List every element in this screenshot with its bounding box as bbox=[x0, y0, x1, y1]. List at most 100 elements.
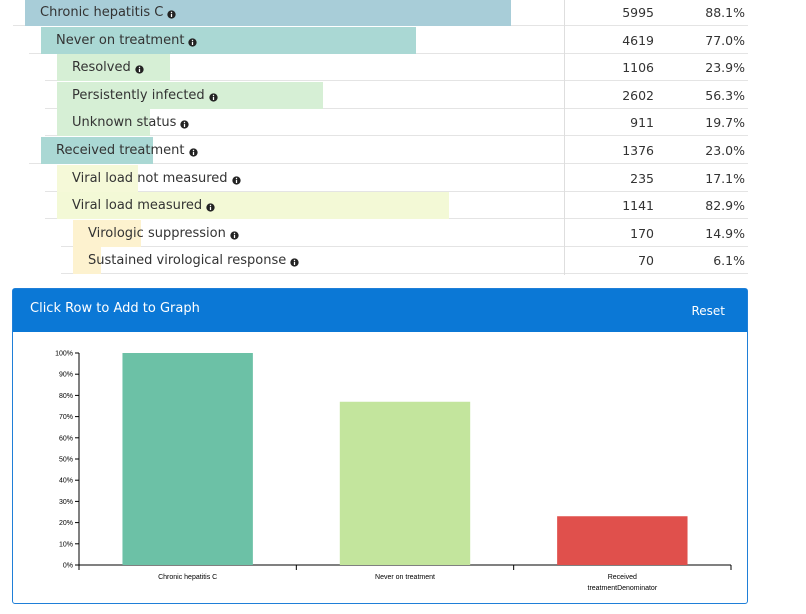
row-proportion-bar bbox=[73, 219, 142, 247]
info-circle-icon[interactable] bbox=[206, 195, 215, 212]
row-label: Viral load measured bbox=[72, 192, 215, 219]
info-circle-icon[interactable] bbox=[188, 140, 198, 157]
row-count: 70 bbox=[638, 253, 654, 269]
row-count: 1376 bbox=[622, 143, 654, 158]
info-circle-icon[interactable] bbox=[230, 223, 239, 240]
y-tick-label: 40% bbox=[59, 478, 73, 485]
table-row[interactable]: Viral load measured 1141 82.9% bbox=[0, 192, 806, 220]
row-label-text: Received treatment bbox=[56, 143, 185, 158]
reset-button[interactable]: Reset bbox=[691, 304, 725, 318]
bar-3 bbox=[557, 516, 688, 565]
table-row[interactable]: Virologic suppression 170 14.9% bbox=[0, 219, 806, 247]
row-label: Chronic hepatitis C bbox=[40, 0, 176, 26]
row-proportion-bar bbox=[41, 26, 417, 54]
row-percent: 17.1% bbox=[705, 170, 745, 186]
row-percent: 6.1% bbox=[713, 253, 745, 269]
row-label-text: Viral load not measured bbox=[72, 170, 228, 186]
table-row[interactable]: Unknown status 911 19.7% bbox=[0, 109, 806, 137]
y-tick-label: 10% bbox=[59, 541, 73, 548]
row-divider bbox=[45, 135, 748, 137]
info-circle-icon[interactable] bbox=[135, 57, 144, 74]
row-divider bbox=[45, 107, 748, 109]
row-percent: 88.1% bbox=[705, 5, 745, 20]
bar-1 bbox=[122, 353, 253, 565]
row-proportion-bar bbox=[73, 247, 101, 275]
info-circle-icon[interactable] bbox=[167, 2, 176, 19]
table-row[interactable]: Received treatment 1376 23.0% bbox=[0, 137, 806, 164]
row-count: 911 bbox=[630, 115, 654, 131]
row-percent: 77.0% bbox=[705, 32, 745, 48]
y-tick-label: 50% bbox=[59, 457, 73, 464]
info-circle-icon[interactable] bbox=[188, 30, 198, 47]
row-label-text: Never on treatment bbox=[56, 32, 185, 48]
y-tick-label: 70% bbox=[59, 414, 73, 421]
row-label-text: Chronic hepatitis C bbox=[40, 5, 164, 20]
row-label: Sustained virological response bbox=[88, 247, 299, 274]
row-label-text: Sustained virological response bbox=[88, 253, 287, 269]
row-label: Never on treatment bbox=[56, 27, 198, 54]
row-label: Persistently infected bbox=[72, 82, 218, 109]
row-count: 2602 bbox=[622, 87, 654, 103]
row-percent: 19.7% bbox=[705, 115, 745, 131]
row-label-text: Unknown status bbox=[72, 115, 177, 131]
row-count: 235 bbox=[630, 170, 654, 186]
row-proportion-bar bbox=[57, 192, 449, 220]
y-tick-label: 20% bbox=[59, 520, 73, 527]
row-proportion-bar bbox=[41, 137, 154, 164]
table-row[interactable]: Resolved 1106 23.9% bbox=[0, 54, 806, 82]
row-label: Unknown status bbox=[72, 109, 190, 136]
table-row[interactable]: Persistently infected 2602 56.3% bbox=[0, 81, 806, 109]
bar-2 bbox=[339, 401, 471, 565]
row-percent: 23.0% bbox=[705, 143, 745, 158]
row-count: 5995 bbox=[622, 5, 654, 20]
row-label-text: Virologic suppression bbox=[88, 225, 226, 241]
row-label-text: Viral load measured bbox=[72, 198, 203, 214]
x-tick-label: Chronic hepatitis C bbox=[158, 574, 217, 581]
row-divider bbox=[61, 273, 748, 275]
row-proportion-bar bbox=[57, 164, 138, 192]
row-count: 170 bbox=[630, 225, 654, 241]
row-count: 1141 bbox=[622, 198, 654, 214]
y-tick-label: 0% bbox=[63, 563, 73, 570]
row-proportion-bar bbox=[25, 0, 511, 26]
graph-panel-header: Click Row to Add to Graph Reset bbox=[13, 289, 747, 332]
info-circle-icon[interactable] bbox=[209, 85, 218, 102]
x-tick-label: Never on treatment bbox=[375, 574, 435, 581]
row-divider bbox=[29, 163, 748, 164]
row-label-text: Persistently infected bbox=[72, 87, 205, 103]
table-row[interactable]: Sustained virological response 70 6.1% bbox=[0, 247, 806, 275]
column-separator bbox=[564, 0, 565, 275]
table-row[interactable]: Viral load not measured 235 17.1% bbox=[0, 164, 806, 192]
y-tick-label: 90% bbox=[59, 372, 73, 379]
row-label: Received treatment bbox=[56, 137, 198, 164]
row-proportion-bar bbox=[57, 109, 151, 137]
info-circle-icon[interactable] bbox=[180, 112, 190, 130]
row-count: 1106 bbox=[622, 60, 654, 76]
row-percent: 56.3% bbox=[705, 87, 745, 103]
row-percent: 14.9% bbox=[705, 225, 745, 241]
row-label: Virologic suppression bbox=[88, 220, 239, 247]
graph-panel-title: Click Row to Add to Graph bbox=[30, 301, 200, 316]
row-divider bbox=[45, 80, 748, 82]
y-tick-label: 80% bbox=[59, 393, 73, 400]
info-circle-icon[interactable] bbox=[290, 250, 299, 268]
y-tick-label: 60% bbox=[59, 435, 73, 442]
row-divider bbox=[45, 190, 748, 192]
row-proportion-bar bbox=[57, 54, 170, 82]
row-proportion-bar bbox=[57, 81, 323, 109]
row-count: 4619 bbox=[622, 32, 654, 48]
y-tick-label: 30% bbox=[59, 499, 73, 506]
table-row[interactable]: Chronic hepatitis C 5995 88.1% bbox=[0, 0, 806, 26]
row-label: Viral load not measured bbox=[72, 165, 241, 192]
bar-chart: 0% 10% 20% 30% 40% 50% 60% 70% 80% 90% 100% Chronic… bbox=[55, 351, 732, 592]
row-percent: 82.9% bbox=[705, 198, 745, 214]
row-divider bbox=[61, 245, 748, 247]
y-tick-label: 100% bbox=[55, 351, 73, 358]
row-percent: 23.9% bbox=[705, 60, 745, 76]
graph-panel: Click Row to Add to Graph Reset 0% 10% 20%… bbox=[12, 288, 748, 604]
info-circle-icon[interactable] bbox=[231, 168, 241, 185]
row-label-text: Resolved bbox=[72, 60, 131, 76]
x-tick-label: treatmentDenominator bbox=[588, 585, 658, 592]
table-row[interactable]: Never on treatment 4619 77.0% bbox=[0, 26, 806, 54]
hepatitis-cascade-table: Chronic hepatitis C 5995 88.1% Never on tre… bbox=[0, 0, 806, 276]
